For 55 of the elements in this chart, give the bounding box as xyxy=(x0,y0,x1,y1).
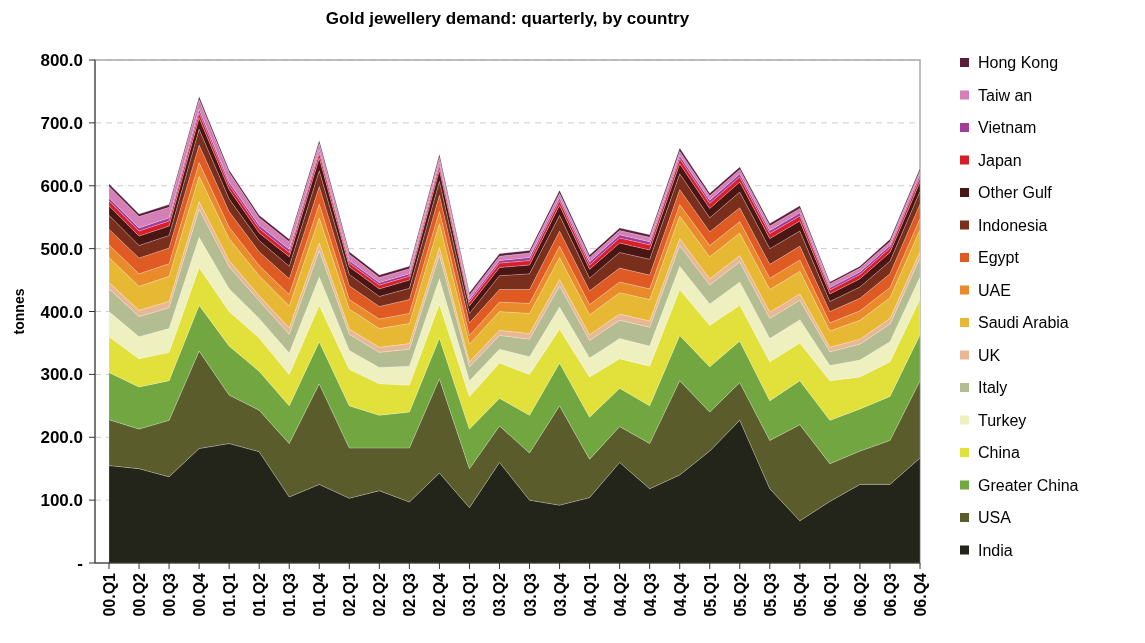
legend-label: Taiw an xyxy=(978,86,1033,104)
y-tick-label: 300.0 xyxy=(40,365,83,385)
x-tick-label: 01.Q1 xyxy=(221,572,239,617)
x-tick-label: 00.Q3 xyxy=(161,572,179,617)
y-tick-label: 700.0 xyxy=(40,113,83,133)
x-tick-label: 04.Q3 xyxy=(641,572,659,617)
x-tick-label: 05.Q2 xyxy=(731,572,749,617)
legend-label: Indonesia xyxy=(978,216,1048,234)
legend-label: UAE xyxy=(978,281,1011,299)
x-tick-label: 06.Q4 xyxy=(912,572,929,617)
y-tick-label: 100.0 xyxy=(40,491,83,511)
x-tick-label: 01.Q4 xyxy=(311,572,329,617)
x-tick-label: 03.Q4 xyxy=(551,572,569,617)
x-tick-label: 03.Q1 xyxy=(461,572,479,617)
chart-title: Gold jewellery demand: quarterly, by country xyxy=(325,9,690,28)
x-tick-label: 02.Q3 xyxy=(401,572,419,617)
legend-label: Italy xyxy=(978,379,1008,396)
x-tick-label: 05.Q1 xyxy=(701,572,719,617)
y-axis-title: tonnes xyxy=(11,288,27,335)
x-tick-label: 05.Q3 xyxy=(761,572,779,617)
x-tick-label: 02.Q1 xyxy=(341,572,359,617)
legend-label: Turkey xyxy=(978,411,1027,429)
x-tick-label: 02.Q4 xyxy=(431,572,449,617)
legend-label: Saudi Arabia xyxy=(978,314,1069,331)
x-tick-label: 06.Q2 xyxy=(851,572,869,617)
y-tick-label: 200.0 xyxy=(40,428,83,448)
legend-label: Egypt xyxy=(978,249,1020,266)
legend-label: UK xyxy=(978,346,1001,364)
x-tick-label: 05.Q4 xyxy=(791,572,809,617)
y-tick-label: - xyxy=(77,554,83,573)
x-tick-label: 02.Q2 xyxy=(371,572,389,617)
x-tick-label: 01.Q2 xyxy=(251,572,269,617)
y-tick-label: 400.0 xyxy=(40,302,83,322)
x-tick-label: 03.Q3 xyxy=(521,572,539,617)
x-tick-label: 04.Q2 xyxy=(611,572,629,617)
y-tick-label: 800.0 xyxy=(40,51,83,70)
legend-label: Hong Kong xyxy=(978,54,1059,71)
x-tick-label: 00.Q1 xyxy=(101,572,118,617)
legend-label: China xyxy=(978,444,1020,461)
legend-label: Vietnam xyxy=(978,119,1037,136)
legend-label: India xyxy=(978,541,1013,559)
legend-label: Japan xyxy=(978,151,1022,169)
x-tick-label: 03.Q2 xyxy=(491,572,509,617)
x-tick-label: 00.Q2 xyxy=(131,572,149,617)
legend-label: Greater China xyxy=(978,476,1079,494)
legend-label: USA xyxy=(978,509,1012,526)
x-tick-label: 04.Q1 xyxy=(581,572,599,617)
x-tick-label: 00.Q4 xyxy=(191,572,209,617)
x-tick-label: 04.Q4 xyxy=(671,572,689,617)
y-tick-label: 500.0 xyxy=(40,239,83,259)
x-tick-label: 06.Q1 xyxy=(821,572,839,617)
y-tick-label: 600.0 xyxy=(40,176,83,196)
legend-label: Other Gulf xyxy=(978,184,1053,201)
x-tick-label: 06.Q3 xyxy=(881,572,899,617)
x-tick-label: 01.Q3 xyxy=(281,572,299,617)
